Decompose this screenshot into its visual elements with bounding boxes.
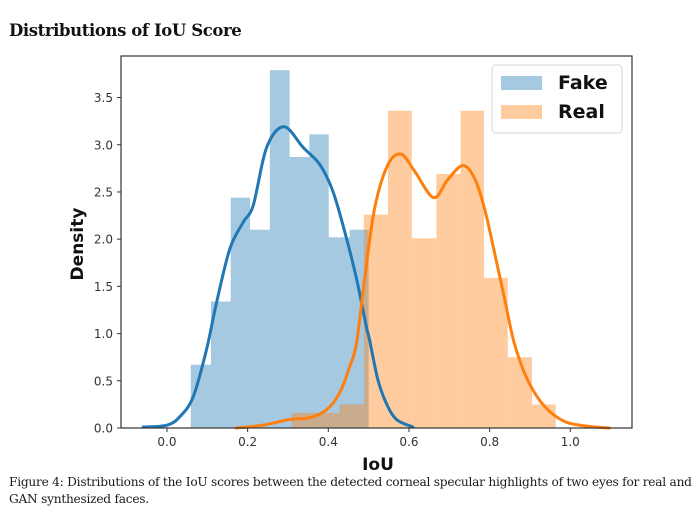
x-tick-label: 0.2 bbox=[238, 435, 257, 449]
figure-caption: Figure 4: Distributions of the IoU score… bbox=[9, 475, 692, 506]
y-tick-label: 3.0 bbox=[94, 138, 113, 152]
x-tick-label: 1.0 bbox=[561, 435, 580, 449]
iou-distribution-chart: 0.0 0.2 0.4 0.6 0.8 1.0 0.0 0.5 1.0 1.5 2.0 2.5 3.0… bbox=[68, 55, 633, 470]
histogram-bar-real bbox=[339, 404, 364, 428]
histogram-bar-real bbox=[315, 412, 340, 428]
y-tick-label: 3.5 bbox=[94, 91, 113, 105]
histogram-layer bbox=[190, 70, 556, 429]
x-tick-label: 0.0 bbox=[157, 435, 176, 449]
kde-line-fake bbox=[141, 125, 415, 429]
legend-label-real: Real bbox=[558, 101, 605, 123]
kde-line-real bbox=[234, 152, 611, 430]
histogram-bar-real bbox=[460, 110, 484, 429]
x-axis: 0.0 0.2 0.4 0.6 0.8 1.0 bbox=[157, 428, 580, 449]
histogram-bar-fake bbox=[289, 157, 310, 428]
histogram-bar-real bbox=[507, 357, 532, 428]
histogram-bar-real bbox=[291, 412, 316, 428]
legend: Fake Real bbox=[491, 64, 623, 134]
histogram-bar-fake bbox=[190, 364, 211, 428]
legend-box bbox=[491, 64, 623, 134]
legend-swatch-fake bbox=[501, 76, 542, 90]
histogram-bar-real bbox=[531, 404, 556, 428]
histogram-bar-fake bbox=[250, 229, 270, 428]
histogram-bar-fake bbox=[210, 301, 231, 428]
kde-layer bbox=[141, 125, 611, 430]
y-axis-label: Density bbox=[68, 208, 88, 281]
y-tick-label: 2.0 bbox=[94, 233, 113, 247]
x-tick-label: 0.6 bbox=[399, 435, 418, 449]
histogram-bar-fake bbox=[269, 70, 290, 428]
histogram-bar-real bbox=[483, 277, 508, 428]
legend-label-fake: Fake bbox=[558, 72, 608, 94]
y-tick-label: 1.5 bbox=[94, 280, 113, 294]
y-tick-label: 1.0 bbox=[94, 327, 113, 341]
y-tick-label: 0.5 bbox=[94, 374, 113, 388]
y-axis: 0.0 0.5 1.0 1.5 2.0 2.5 3.0 3.5 bbox=[94, 91, 121, 436]
histogram-bar-real bbox=[387, 110, 412, 429]
legend-swatch-real bbox=[501, 105, 542, 119]
plot-frame bbox=[120, 55, 633, 429]
y-tick-label: 2.5 bbox=[94, 185, 113, 199]
y-tick-label: 0.0 bbox=[94, 422, 113, 436]
histogram-bar-fake bbox=[309, 134, 329, 428]
x-tick-label: 0.4 bbox=[319, 435, 338, 449]
x-axis-label: IoU bbox=[362, 455, 394, 470]
histogram-bar-real bbox=[411, 238, 437, 428]
histogram-bar-fake bbox=[230, 197, 251, 428]
histogram-bar-real bbox=[436, 174, 461, 428]
histogram-bar-fake bbox=[328, 237, 350, 428]
section-title: Distributions of IoU Score bbox=[9, 21, 242, 40]
x-tick-label: 0.8 bbox=[480, 435, 499, 449]
